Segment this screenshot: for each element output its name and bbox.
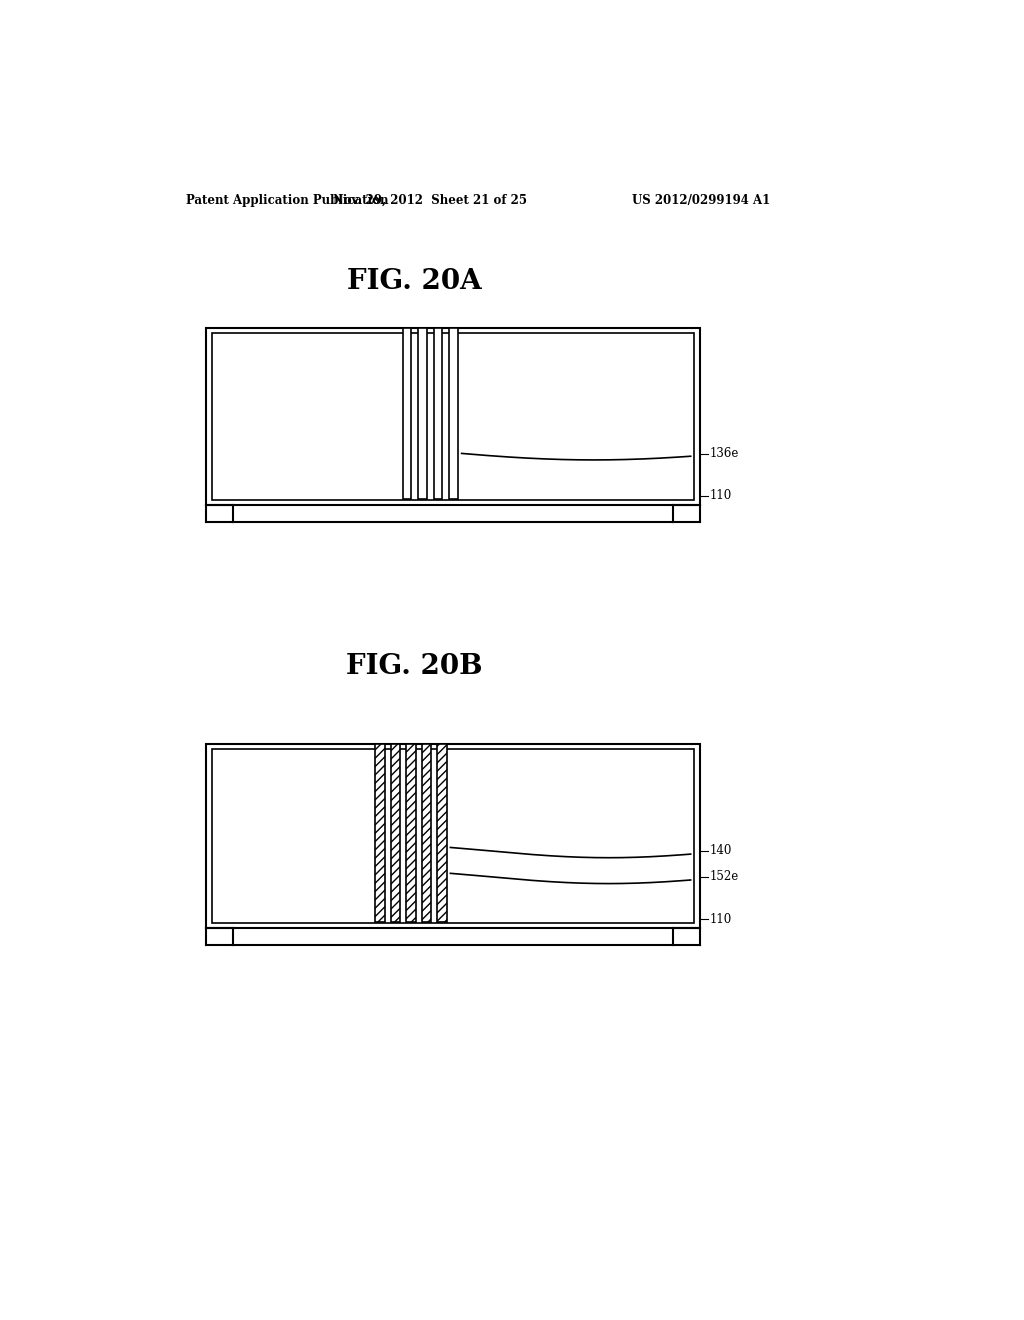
Bar — [437, 743, 446, 923]
Bar — [450, 327, 458, 499]
Bar — [375, 743, 385, 923]
Text: Patent Application Publication: Patent Application Publication — [186, 194, 389, 207]
Text: 110: 110 — [710, 912, 731, 925]
Bar — [407, 743, 416, 923]
Text: 136e: 136e — [710, 447, 738, 461]
Text: US 2012/0299194 A1: US 2012/0299194 A1 — [632, 194, 770, 207]
Text: 140: 140 — [710, 845, 731, 857]
Text: Nov. 29, 2012  Sheet 21 of 25: Nov. 29, 2012 Sheet 21 of 25 — [333, 194, 527, 207]
Bar — [391, 743, 400, 923]
Text: 152e: 152e — [710, 870, 738, 883]
Bar — [434, 327, 442, 499]
Text: FIG. 20B: FIG. 20B — [346, 653, 483, 680]
Bar — [422, 743, 431, 923]
Bar — [402, 327, 412, 499]
Bar — [212, 333, 693, 499]
Bar — [418, 327, 427, 499]
Bar — [212, 748, 693, 923]
Bar — [206, 743, 700, 928]
Bar — [206, 327, 700, 506]
Text: 110: 110 — [710, 490, 731, 502]
Text: FIG. 20A: FIG. 20A — [347, 268, 482, 296]
